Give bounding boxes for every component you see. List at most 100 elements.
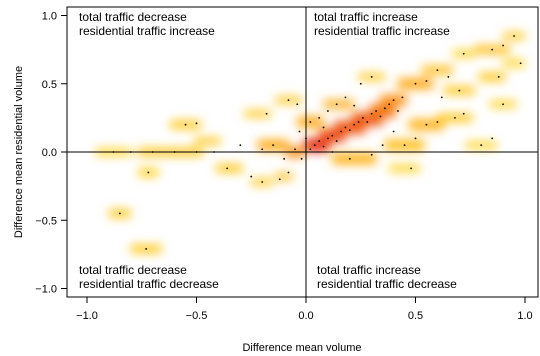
- data-point: [502, 103, 504, 106]
- data-point: [287, 99, 290, 102]
- data-point: [265, 112, 268, 115]
- data-point: [298, 130, 301, 133]
- data-point: [353, 123, 356, 126]
- data-point: [519, 62, 522, 65]
- y-tick-label: 1.0: [42, 11, 57, 23]
- y-tick-label: −0.5: [35, 215, 57, 227]
- quadrant-label-line: residential traffic decrease: [317, 277, 457, 291]
- data-point: [392, 130, 395, 133]
- y-tick-label: 0.0: [42, 147, 57, 159]
- data-point: [348, 157, 351, 160]
- data-point: [239, 144, 242, 147]
- quadrant-label-line: total traffic increase: [317, 263, 421, 277]
- density-tile: [323, 100, 355, 109]
- data-point: [379, 115, 382, 118]
- data-point: [147, 171, 150, 174]
- data-point: [397, 110, 399, 112]
- x-tick-label: −1.0: [76, 310, 98, 322]
- data-point: [362, 116, 364, 119]
- x-tick-label: −0.5: [186, 310, 208, 322]
- data-point: [491, 48, 494, 51]
- quadrant-label-line: total traffic increase: [314, 10, 418, 24]
- density-tile: [369, 104, 396, 118]
- data-point: [497, 76, 500, 78]
- data-point: [436, 69, 439, 71]
- data-point: [388, 103, 391, 106]
- x-axis: −1.0 −0.5 0.0 0.5 1.0: [76, 297, 533, 322]
- density-tile: [216, 164, 243, 173]
- data-point: [480, 144, 483, 147]
- quadrant-label-bottom-right: total traffic increase residential traffi…: [317, 263, 457, 291]
- data-point: [318, 140, 321, 142]
- data-point: [425, 123, 428, 126]
- data-point: [383, 107, 386, 110]
- data-point: [287, 171, 290, 174]
- data-point: [414, 82, 417, 85]
- points-layer: [112, 35, 522, 250]
- y-axis-label: Difference mean residential volume: [13, 66, 25, 238]
- data-point: [344, 126, 347, 129]
- density-layer: [95, 32, 525, 254]
- quadrant-label-top-right: total traffic increase residential traffi…: [314, 10, 450, 38]
- x-axis-label: Difference mean volume: [242, 342, 361, 354]
- data-point: [370, 153, 373, 156]
- data-point: [440, 96, 443, 99]
- data-point: [458, 89, 461, 92]
- data-point: [462, 112, 465, 115]
- data-point: [491, 137, 494, 140]
- data-point: [381, 144, 384, 147]
- data-point: [410, 167, 413, 170]
- data-point: [370, 76, 373, 78]
- data-point: [403, 144, 406, 147]
- data-point: [327, 110, 329, 112]
- data-point: [261, 181, 264, 183]
- quadrant-label-line: total traffic decrease: [79, 10, 187, 24]
- data-point: [322, 145, 325, 148]
- data-point: [322, 126, 325, 129]
- data-point: [318, 116, 321, 119]
- data-point: [294, 148, 296, 151]
- density-tile: [389, 164, 420, 172]
- y-axis: −1.0 −0.5 0.0 0.5 1.0: [35, 11, 67, 296]
- density-tile: [479, 72, 506, 82]
- density-tile: [275, 173, 293, 180]
- y-tick-label: −1.0: [35, 284, 57, 296]
- data-point: [414, 137, 417, 140]
- data-point: [359, 82, 362, 85]
- data-point: [344, 96, 347, 99]
- data-point: [327, 137, 329, 140]
- data-point: [340, 130, 342, 133]
- data-point: [375, 110, 377, 112]
- x-tick-label: 1.0: [517, 310, 532, 322]
- data-point: [309, 148, 312, 151]
- data-point: [300, 157, 303, 160]
- density-tile: [244, 110, 271, 118]
- data-point: [335, 140, 338, 142]
- quadrant-label-line: residential traffic increase: [314, 24, 450, 38]
- quadrant-label-line: total traffic decrease: [79, 263, 187, 277]
- data-point: [462, 52, 465, 55]
- density-tile: [503, 59, 525, 67]
- data-point: [309, 121, 312, 123]
- density-tile: [332, 153, 377, 165]
- data-point: [454, 116, 456, 119]
- data-point: [283, 157, 285, 160]
- data-point: [226, 167, 229, 170]
- x-tick-label: 0.0: [298, 310, 313, 322]
- data-point: [335, 103, 338, 106]
- data-point: [370, 112, 373, 115]
- data-point: [502, 44, 504, 47]
- data-point: [278, 178, 281, 181]
- data-point: [513, 35, 515, 37]
- data-point: [118, 212, 121, 215]
- y-tick-label: 0.5: [42, 79, 57, 91]
- density-tile: [194, 137, 221, 145]
- data-point: [184, 123, 187, 126]
- data-point: [313, 144, 316, 147]
- quadrant-label-line: residential traffic increase: [79, 24, 215, 38]
- data-point: [195, 122, 198, 125]
- data-point: [250, 175, 253, 178]
- data-point: [331, 134, 334, 137]
- data-point: [272, 144, 275, 147]
